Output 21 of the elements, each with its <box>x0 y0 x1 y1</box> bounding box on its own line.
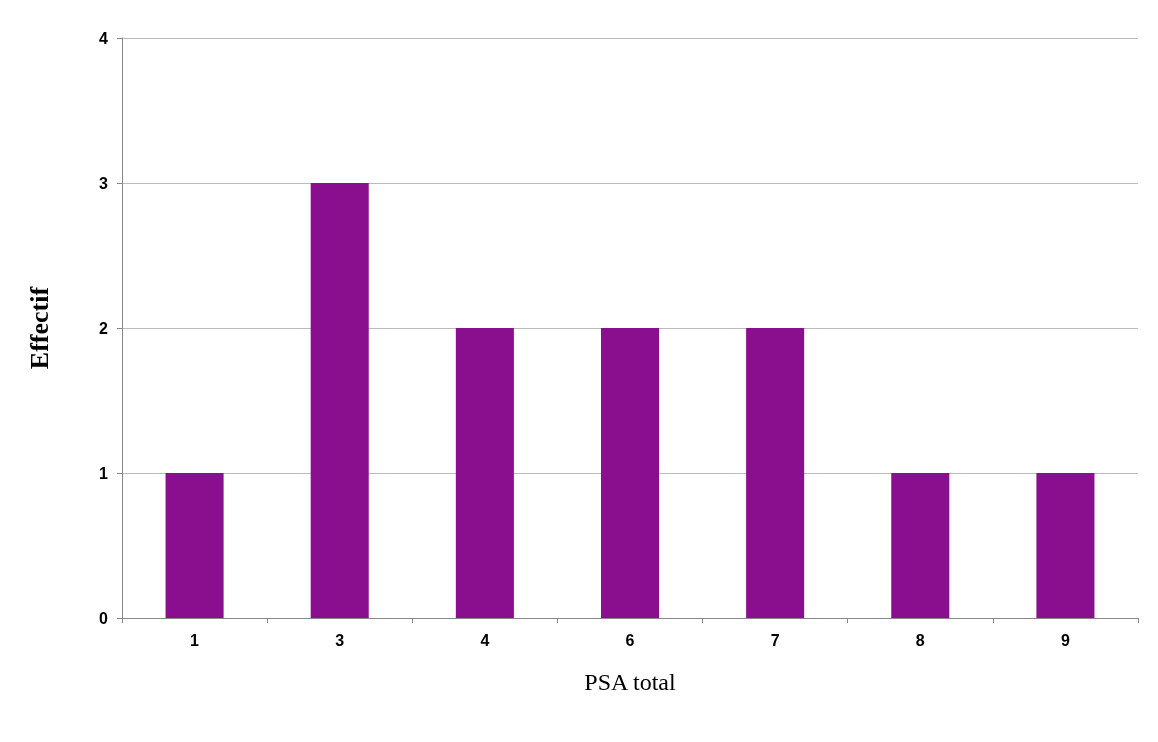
x-axis-title: PSA total <box>584 669 677 695</box>
bar <box>310 183 369 618</box>
x-tick-label: 7 <box>770 631 780 649</box>
x-tick-label: 6 <box>625 631 635 649</box>
bar <box>600 328 660 618</box>
bar <box>746 328 805 618</box>
bar <box>165 473 224 618</box>
x-tick-label: 3 <box>335 631 345 649</box>
x-tick-label: 9 <box>1060 631 1070 649</box>
bar <box>891 473 950 618</box>
x-tick-label: 8 <box>915 631 925 649</box>
y-tick-label: 3 <box>99 174 109 192</box>
bar <box>1036 473 1095 618</box>
y-tick-label: 4 <box>99 29 109 47</box>
x-tick-label: 1 <box>190 631 200 649</box>
x-tick-label: 4 <box>480 631 490 649</box>
bar <box>455 328 514 618</box>
y-tick-label: 0 <box>99 609 109 627</box>
y-axis-title: Effectif <box>24 286 54 370</box>
y-tick-label: 1 <box>99 464 109 482</box>
y-tick-label: 2 <box>99 319 109 337</box>
